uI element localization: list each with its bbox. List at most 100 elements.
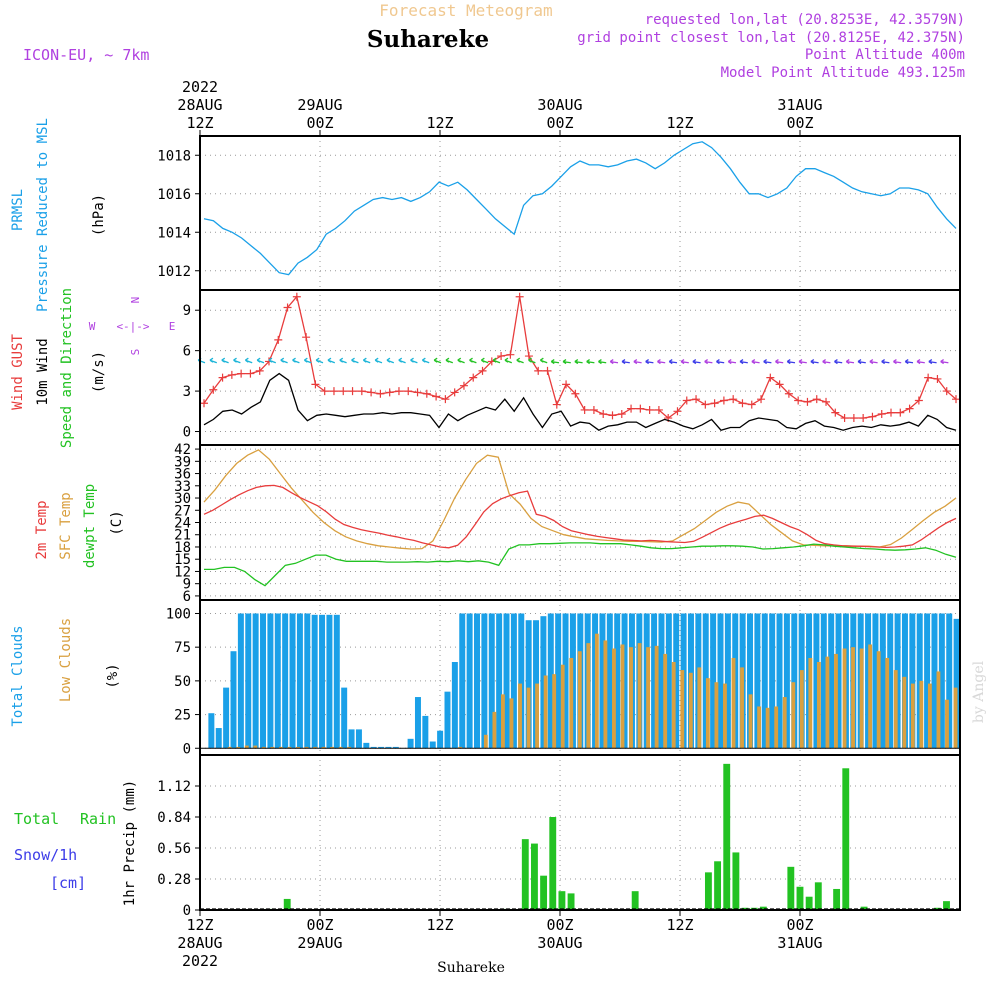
gust-marker xyxy=(478,366,487,375)
wind-direction-arrow xyxy=(539,357,548,364)
low-cloud-bar xyxy=(859,648,864,749)
precip-bar xyxy=(558,891,566,910)
total-cloud-bar xyxy=(437,730,444,749)
total-cloud-bar xyxy=(791,613,798,749)
total-cloud-bar xyxy=(540,616,547,749)
low-cloud-bar xyxy=(620,644,625,749)
y-tick-label: 33 xyxy=(174,479,191,495)
total-cloud-bar xyxy=(879,613,886,749)
total-cloud-bar xyxy=(547,613,554,749)
gust-marker xyxy=(738,399,747,408)
gust-marker xyxy=(255,366,264,375)
label-total: Total xyxy=(14,810,59,828)
wind-direction-arrow xyxy=(716,359,725,365)
label-snow: Snow/1h xyxy=(14,846,77,864)
precip-bar xyxy=(860,906,868,910)
low-cloud-bar xyxy=(765,707,770,749)
precip-bar xyxy=(540,875,548,910)
precip-bar xyxy=(521,839,529,910)
x-tick-label-top: 00Z xyxy=(786,114,813,132)
precip-bar xyxy=(787,866,795,910)
total-cloud-bar xyxy=(341,687,348,749)
gust-marker xyxy=(320,387,329,396)
wind-direction-arrow xyxy=(292,357,300,364)
wind-direction-arrow xyxy=(633,359,642,365)
low-cloud-bar xyxy=(851,647,855,749)
wind-direction-arrow xyxy=(339,357,347,364)
gust-marker xyxy=(237,369,246,378)
x-tick-label-top: 31AUG xyxy=(777,96,822,114)
gust-marker xyxy=(227,370,236,379)
total-cloud-bar xyxy=(606,613,613,749)
gust-marker xyxy=(469,373,478,382)
low-cloud-bar xyxy=(697,667,702,749)
y-tick-label: 0 xyxy=(183,903,191,919)
x-tick-label-top: 2022 xyxy=(182,78,218,96)
total-cloud-bar xyxy=(223,687,230,749)
gust-marker xyxy=(887,408,896,417)
low-cloud-bar xyxy=(347,746,352,749)
low-cloud-bar xyxy=(791,682,796,749)
gust-marker xyxy=(608,411,617,420)
gust-marker xyxy=(311,380,320,389)
total-cloud-bar xyxy=(296,613,303,749)
frame-layer xyxy=(199,135,961,911)
low-cloud-bar xyxy=(808,657,813,749)
precip-bar xyxy=(805,896,813,910)
model-label: ICON-EU, ~ 7km xyxy=(23,46,149,64)
precip-bar xyxy=(842,768,850,910)
total-cloud-bar xyxy=(820,613,827,749)
gust-marker xyxy=(497,352,506,361)
wind-direction-arrow xyxy=(727,359,737,365)
low-cloud-bar xyxy=(953,687,958,749)
x-tick-label-bottom: 12Z xyxy=(666,916,693,934)
total-cloud-bar xyxy=(208,713,215,749)
gust-marker xyxy=(859,414,868,423)
y-tick-label: 9 xyxy=(183,303,191,319)
x-tick-label-bottom: 00Z xyxy=(786,916,813,934)
total-cloud-bar xyxy=(488,613,495,749)
gust-marker xyxy=(617,410,626,418)
total-cloud-bar xyxy=(392,746,399,749)
total-cloud-bar xyxy=(776,613,783,749)
wind-direction-arrow xyxy=(621,359,630,365)
label-10m-wind: 10m Wind xyxy=(35,338,51,405)
gust-marker xyxy=(404,387,413,396)
low-cloud-bar xyxy=(671,662,676,749)
low-cloud-bar xyxy=(757,706,762,749)
total-cloud-bar xyxy=(931,613,938,749)
gust-marker xyxy=(562,380,571,389)
x-tick-label-bottom: 00Z xyxy=(546,916,573,934)
x-tick-label-top: 28AUG xyxy=(177,96,222,114)
gust-marker xyxy=(552,400,561,409)
total-cloud-bar xyxy=(621,613,628,749)
wind-direction-arrow xyxy=(881,359,890,365)
total-cloud-bar xyxy=(887,613,894,749)
gust-marker xyxy=(441,395,450,404)
wind-direction-arrow xyxy=(657,359,666,365)
y-tick-label: 36 xyxy=(174,467,191,483)
point-altitude: Point Altitude 400m xyxy=(805,47,965,63)
low-cloud-bar xyxy=(287,746,292,749)
gust-marker xyxy=(775,380,784,389)
low-cloud-bar xyxy=(748,694,753,749)
sfc-temp-line xyxy=(203,449,957,550)
label-1hr-precip: 1hr Precip (mm) xyxy=(122,780,138,906)
gust-marker xyxy=(543,366,552,375)
total-cloud-bar xyxy=(481,613,488,749)
low-cloud-bar xyxy=(270,746,275,749)
compass-rose: N S W E <-|-> xyxy=(89,297,176,356)
low-cloud-bar xyxy=(637,643,642,749)
y-tick-label: 0 xyxy=(183,425,191,441)
gust-marker xyxy=(914,396,923,405)
total-cloud-bar xyxy=(518,613,525,749)
wind-direction-arrow xyxy=(221,357,229,364)
gust-marker xyxy=(822,397,831,406)
label-ms: (m/s) xyxy=(91,351,107,393)
low-cloud-bar xyxy=(868,644,873,749)
wind-direction-arrow xyxy=(680,359,689,365)
y-tick-label: 27 xyxy=(174,503,191,519)
y-tick-label: 25 xyxy=(174,708,191,724)
total-cloud-bar xyxy=(761,613,768,749)
low-cloud-bar xyxy=(458,746,463,749)
